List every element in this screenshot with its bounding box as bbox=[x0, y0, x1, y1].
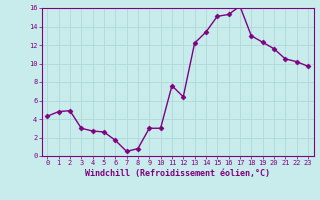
X-axis label: Windchill (Refroidissement éolien,°C): Windchill (Refroidissement éolien,°C) bbox=[85, 169, 270, 178]
